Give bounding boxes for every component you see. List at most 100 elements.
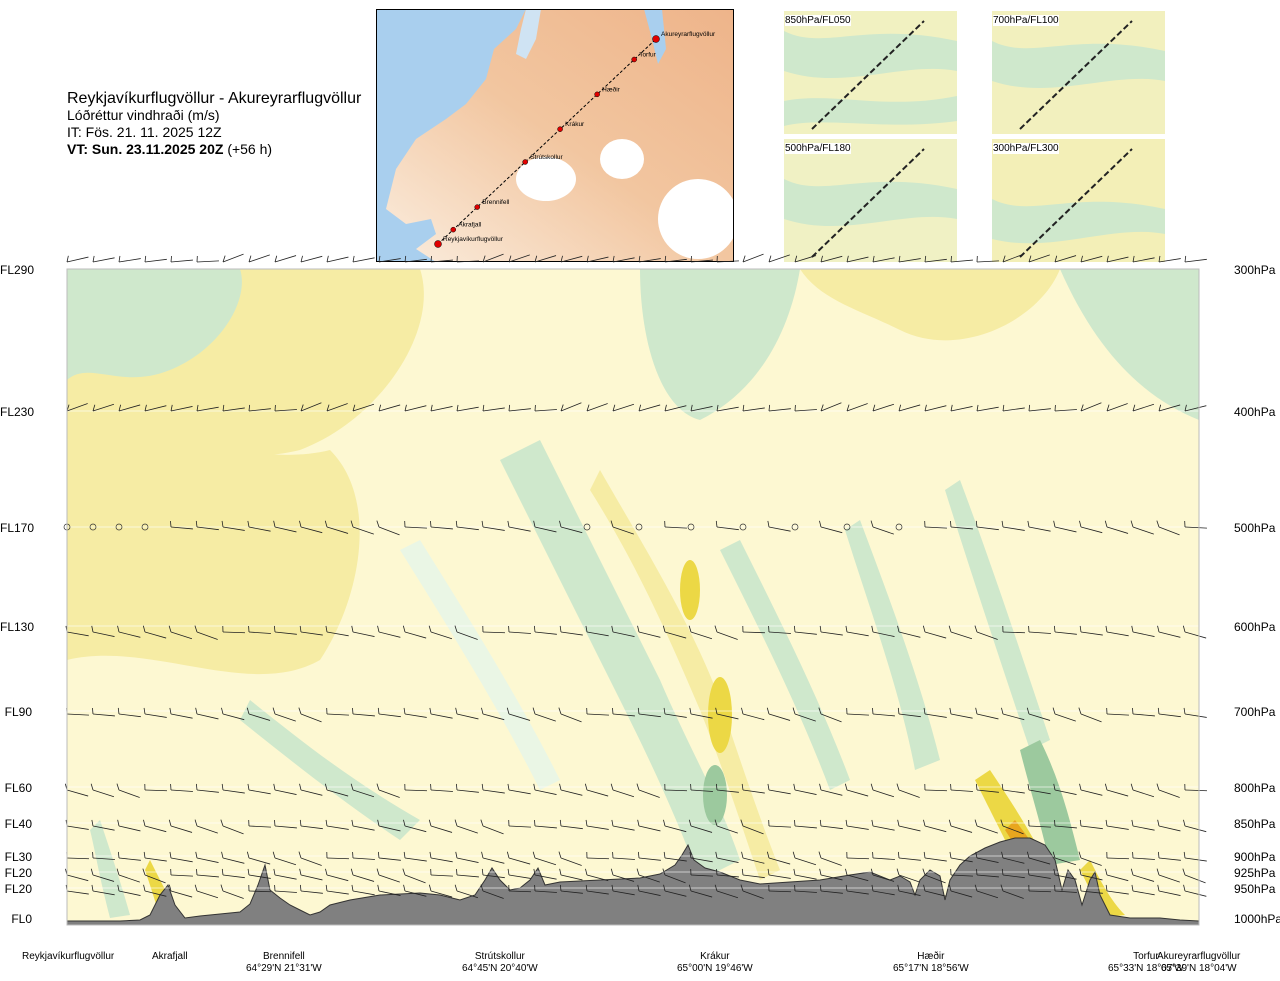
wind-barb (924, 520, 947, 529)
wind-barb (352, 851, 375, 860)
wind-barb (454, 884, 479, 899)
location-name: Torfur (1133, 951, 1159, 962)
wind-barb (428, 819, 453, 833)
wind-barb (90, 868, 115, 882)
wind-barb (1001, 868, 1025, 879)
wind-barb (1130, 783, 1155, 798)
wind-barb (456, 868, 479, 878)
wind-barb (585, 819, 609, 830)
wind-barb (586, 255, 609, 263)
wind-barb (923, 851, 947, 862)
wind-barb (974, 819, 998, 834)
wind-barb (533, 783, 557, 795)
vertical-velocity-field (67, 269, 1199, 925)
wind-barb (481, 868, 505, 879)
wind-barb (117, 884, 141, 896)
wind-barb (688, 884, 713, 898)
wind-barb (89, 523, 97, 531)
wind-barb (141, 523, 149, 531)
wind-barb (1028, 404, 1051, 412)
wind-barb (1001, 707, 1025, 721)
wind-barb (740, 819, 764, 835)
wind-barb (248, 404, 271, 412)
wind-barb (586, 403, 608, 412)
wind-barb (300, 402, 322, 412)
wind-barb (90, 783, 115, 798)
wind-barb (1157, 707, 1181, 718)
wind-barb (636, 868, 660, 883)
thumbnail-300: 300hPa/FL300 (992, 139, 1165, 262)
fl-label: FL0 (11, 912, 32, 926)
wind-barb (635, 523, 643, 531)
wind-barb (221, 851, 245, 864)
wind-barb (845, 625, 869, 637)
wind-barb (299, 783, 323, 796)
wind-barb (1131, 625, 1155, 637)
hpa-label: 800hPa (1234, 781, 1276, 795)
wind-barb (820, 402, 842, 412)
wind-barb (143, 819, 167, 833)
wind-barb (975, 707, 999, 720)
wind-barb (949, 851, 973, 863)
wind-barb (948, 625, 973, 640)
wind-barb (1105, 819, 1129, 830)
wind-barb (1158, 255, 1181, 263)
wind-barb (92, 707, 115, 717)
wind-barb (195, 783, 219, 793)
wind-barb (897, 625, 921, 638)
wind-barb (897, 884, 921, 896)
wind-barb (1105, 625, 1129, 637)
wind-barb (481, 520, 505, 531)
hpa-label: 600hPa (1234, 620, 1276, 634)
wind-barb (1106, 403, 1128, 412)
location-label: Akureyrarflugvöllur 65°39'N 18°04'W (1157, 951, 1240, 975)
wind-barb (350, 783, 375, 798)
field-wave-down-4 (945, 480, 1050, 750)
thumbnail-500: 500hPa/FL180 (784, 139, 957, 262)
wind-barb (92, 403, 115, 412)
map-glacier-2 (600, 139, 644, 179)
wind-barb (871, 819, 895, 831)
wind-barb (1002, 625, 1026, 634)
valid-time: VT: Sun. 23.11.2025 20Z (+56 h) (67, 141, 361, 158)
wind-barb (481, 783, 505, 794)
wind-barb (924, 783, 948, 792)
map-glacier-1 (516, 157, 576, 201)
wind-barb (143, 884, 167, 897)
wind-barb (870, 783, 895, 798)
wind-barb (1027, 783, 1051, 795)
wind-barb (1079, 625, 1103, 636)
wind-barb (818, 851, 842, 866)
wind-barb (1104, 783, 1129, 797)
wind-barb (949, 707, 973, 719)
wind-barb (664, 404, 687, 412)
wind-barb (507, 868, 531, 879)
wind-barb (1183, 707, 1207, 718)
wind-barb (1130, 520, 1154, 535)
wind-barb (637, 851, 661, 861)
wind-barb (872, 851, 895, 860)
location-name: Brennifell (263, 951, 305, 962)
wind-barb (924, 255, 947, 263)
wind-barb (326, 707, 349, 716)
wind-barb (794, 884, 817, 893)
fl-label: FL40 (4, 817, 32, 831)
wind-barb (352, 255, 375, 263)
field-upper-center (420, 269, 640, 440)
map-point (434, 240, 442, 248)
wind-barb (116, 868, 140, 883)
wind-barb (454, 625, 478, 640)
wind-barb (221, 783, 245, 794)
wind-barb (585, 868, 609, 882)
wind-barb (558, 707, 582, 723)
wind-barb (326, 403, 348, 412)
wind-barb (220, 819, 244, 835)
fl-label: FL20 (4, 866, 32, 880)
wind-barb (690, 868, 713, 877)
wind-barb (843, 523, 851, 531)
wind-barb (1053, 868, 1077, 880)
wind-barb (326, 255, 349, 263)
field-upper-center-down (640, 269, 800, 420)
wind-barb (118, 404, 141, 412)
wind-barb (714, 884, 739, 899)
